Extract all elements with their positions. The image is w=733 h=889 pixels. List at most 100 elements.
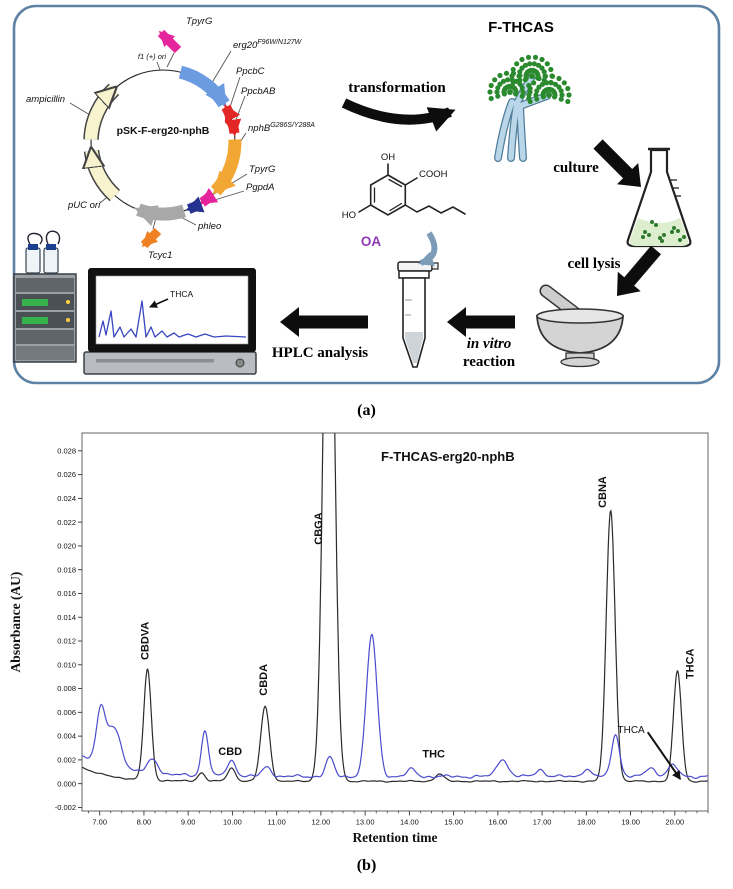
y-tick-label: 0.024	[57, 494, 76, 503]
ppcbab-label: PpcbAB	[241, 86, 276, 97]
cooh-label: COOH	[419, 169, 448, 180]
trace-black-trace	[82, 433, 708, 783]
plasmid-name: pSK-F-erg20-nphB	[117, 125, 210, 137]
thca-annotation-arrow	[646, 731, 681, 781]
instrument-display	[22, 299, 48, 306]
y-tick-label: 0.004	[57, 732, 76, 741]
y-tick-label: -0.002	[55, 803, 76, 812]
y-tick-label: 0.010	[57, 660, 76, 669]
cell-lysis-arrow	[617, 245, 661, 296]
panel-a-label: (a)	[357, 402, 376, 419]
phleo-gene-arc	[134, 203, 186, 227]
y-tick-label: 0.022	[57, 518, 76, 527]
ampicillin-arc	[84, 84, 114, 140]
microcentrifuge-tube-icon	[397, 261, 439, 368]
thca-arrow-label: THCA	[618, 725, 646, 736]
solvent-bottle-icon	[43, 247, 59, 274]
x-tick-label: 9.00	[181, 818, 196, 827]
tpyrg-top-label: TpyrG	[186, 16, 212, 27]
culture-label: culture	[553, 160, 599, 176]
hplc-analysis-label: HPLC analysis	[272, 345, 368, 361]
x-tick-label: 8.00	[137, 818, 152, 827]
y-tick-label: 0.012	[57, 637, 76, 646]
pentyl-chain	[404, 204, 466, 215]
oa-addition-arrow	[418, 231, 438, 266]
y-tick-label: 0.008	[57, 684, 76, 693]
x-axis-title: Retention time	[352, 830, 437, 845]
tpyrg-terminator-arrow	[157, 29, 182, 54]
panel-b-label: (b)	[356, 857, 377, 874]
transformation-label: transformation	[348, 80, 446, 96]
ppcbc-label: PpcbC	[236, 66, 265, 77]
x-tick-label: 10.00	[223, 818, 242, 827]
ampicillin-label: ampicillin	[26, 94, 65, 105]
computer-base	[83, 351, 257, 375]
in-vitro-reaction-arrow	[447, 307, 515, 337]
ho-label: HO	[342, 210, 356, 221]
oa-molecule: OH COOH HO OA	[342, 152, 466, 249]
chart-title: F-THCAS-erg20-nphB	[381, 449, 515, 464]
solvent-bottle-icon	[25, 247, 41, 274]
puc-ori-arc	[92, 151, 120, 201]
transformation-arrow	[341, 98, 456, 132]
x-tick-label: 7.00	[92, 818, 107, 827]
y-tick-label: 0.016	[57, 589, 76, 598]
tpyrg2-label: TpyrG	[249, 164, 275, 175]
peak-label-cbdva: CBDVA	[139, 622, 151, 660]
trace-blue-trace	[82, 633, 708, 779]
screen-thca-arrow	[149, 298, 169, 308]
f1-ori-label: f1 (+) ori	[138, 52, 166, 61]
monitor-screen	[95, 275, 249, 345]
hplc-analysis-arrow	[280, 307, 368, 337]
screen-chromatogram	[98, 300, 247, 338]
culture-arrow	[593, 139, 641, 187]
x-tick-label: 12.00	[312, 818, 331, 827]
panel-a-diagram: TpyrG f1 (+) ori erg20F96W/N127W PpcbC P…	[12, 4, 721, 385]
pgpda-label: PgpdA	[246, 182, 275, 193]
x-tick-label: 14.00	[400, 818, 419, 827]
oa-label: OA	[361, 234, 382, 249]
conidia-dots	[487, 54, 572, 105]
phleo-label: phleo	[197, 221, 221, 232]
tube-liquid	[405, 332, 423, 363]
puc-ori-label: pUC ori	[67, 200, 101, 211]
ppcbc-promoter-arc	[221, 104, 241, 124]
x-tick-label: 16.00	[488, 818, 507, 827]
mortar-pestle-icon	[536, 284, 624, 368]
peak-label-thc: THC	[422, 749, 445, 761]
y-tick-label: 0.002	[57, 755, 76, 764]
x-tick-label: 15.00	[444, 818, 463, 827]
peak-label-cbd: CBD	[218, 746, 242, 758]
x-tick-label: 19.00	[621, 818, 640, 827]
x-tick-label: 18.00	[577, 818, 596, 827]
y-tick-label: 0.014	[57, 613, 76, 622]
culture-cells	[641, 220, 686, 243]
peak-label-cbda: CBDA	[258, 664, 270, 696]
tcyc1-label: Tcyc1	[148, 250, 172, 261]
nphb-gene-arc	[210, 139, 242, 196]
erg20-label: erg20F96W/N127W	[233, 39, 303, 51]
plasmid-map: TpyrG f1 (+) ori erg20F96W/N127W PpcbC P…	[26, 16, 315, 261]
computer-monitor-icon: THCA	[83, 268, 257, 375]
pgpda-promoter-arc	[185, 196, 205, 214]
y-tick-label: 0.020	[57, 542, 76, 551]
tcyc1-terminator-arrow	[140, 227, 162, 249]
peak-label-cbna: CBNA	[597, 476, 609, 508]
instrument-display	[22, 317, 48, 324]
y-tick-label: 0.026	[57, 470, 76, 479]
in-vitro-label: in vitro	[467, 336, 512, 352]
peak-label-cbga: CBGA	[313, 512, 325, 544]
oh-label: OH	[381, 152, 395, 163]
x-tick-label: 20.00	[665, 818, 684, 827]
x-tick-label: 11.00	[268, 818, 286, 827]
y-tick-label: 0.018	[57, 565, 76, 574]
x-tick-label: 13.00	[356, 818, 375, 827]
strain-label: F-THCAS	[488, 19, 554, 36]
panel-b-chromatogram: F-THCAS-erg20-nphB Absorbance (AU) Reten…	[8, 432, 709, 845]
hplc-instrument-icon	[13, 230, 77, 363]
ppcbab-promoter-arc	[224, 118, 242, 137]
y-tick-label: 0.028	[57, 446, 76, 455]
reaction-label: reaction	[463, 354, 516, 370]
screen-thca-label: THCA	[170, 289, 193, 299]
